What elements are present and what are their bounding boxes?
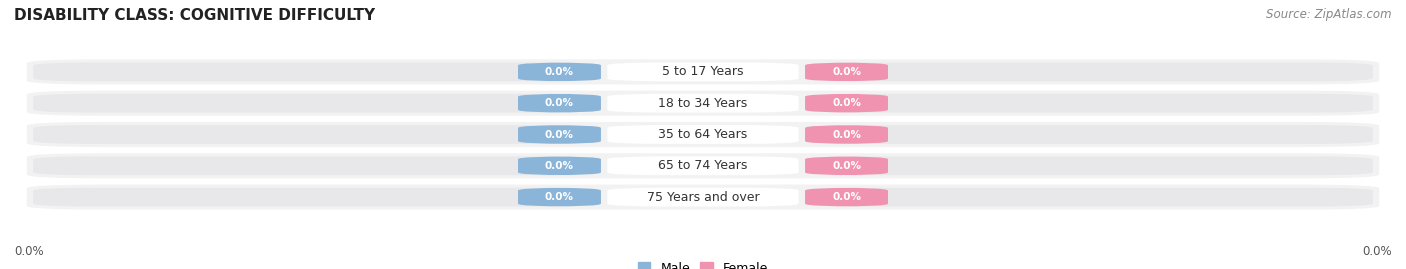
Text: 0.0%: 0.0% <box>832 161 860 171</box>
FancyBboxPatch shape <box>517 156 600 175</box>
Text: 75 Years and over: 75 Years and over <box>647 191 759 204</box>
FancyBboxPatch shape <box>607 62 799 81</box>
FancyBboxPatch shape <box>34 156 600 175</box>
FancyBboxPatch shape <box>607 94 799 113</box>
Text: 0.0%: 0.0% <box>546 192 574 202</box>
FancyBboxPatch shape <box>517 94 600 113</box>
Text: 0.0%: 0.0% <box>546 98 574 108</box>
Text: 18 to 34 Years: 18 to 34 Years <box>658 97 748 110</box>
FancyBboxPatch shape <box>806 156 1372 175</box>
Text: 0.0%: 0.0% <box>832 67 860 77</box>
FancyBboxPatch shape <box>27 185 1379 210</box>
Legend: Male, Female: Male, Female <box>633 257 773 269</box>
FancyBboxPatch shape <box>806 125 1372 144</box>
Text: 0.0%: 0.0% <box>832 192 860 202</box>
FancyBboxPatch shape <box>806 125 889 144</box>
FancyBboxPatch shape <box>806 188 889 207</box>
Text: 0.0%: 0.0% <box>832 98 860 108</box>
Text: 5 to 17 Years: 5 to 17 Years <box>662 65 744 78</box>
Text: 0.0%: 0.0% <box>546 161 574 171</box>
FancyBboxPatch shape <box>806 62 889 81</box>
Text: DISABILITY CLASS: COGNITIVE DIFFICULTY: DISABILITY CLASS: COGNITIVE DIFFICULTY <box>14 8 375 23</box>
Text: 0.0%: 0.0% <box>832 129 860 140</box>
FancyBboxPatch shape <box>34 188 600 207</box>
FancyBboxPatch shape <box>517 125 600 144</box>
FancyBboxPatch shape <box>27 153 1379 178</box>
Text: 0.0%: 0.0% <box>546 129 574 140</box>
FancyBboxPatch shape <box>806 62 1372 81</box>
FancyBboxPatch shape <box>806 188 1372 207</box>
FancyBboxPatch shape <box>806 94 889 113</box>
Text: 0.0%: 0.0% <box>1362 245 1392 258</box>
FancyBboxPatch shape <box>27 122 1379 147</box>
FancyBboxPatch shape <box>607 156 799 175</box>
FancyBboxPatch shape <box>607 125 799 144</box>
FancyBboxPatch shape <box>34 125 600 144</box>
FancyBboxPatch shape <box>517 188 600 207</box>
FancyBboxPatch shape <box>34 94 600 113</box>
FancyBboxPatch shape <box>607 188 799 207</box>
FancyBboxPatch shape <box>517 62 600 81</box>
Text: 0.0%: 0.0% <box>546 67 574 77</box>
FancyBboxPatch shape <box>27 59 1379 84</box>
Text: 35 to 64 Years: 35 to 64 Years <box>658 128 748 141</box>
FancyBboxPatch shape <box>27 91 1379 116</box>
Text: 65 to 74 Years: 65 to 74 Years <box>658 159 748 172</box>
Text: 0.0%: 0.0% <box>14 245 44 258</box>
FancyBboxPatch shape <box>806 156 889 175</box>
FancyBboxPatch shape <box>806 94 1372 113</box>
FancyBboxPatch shape <box>34 62 600 81</box>
Text: Source: ZipAtlas.com: Source: ZipAtlas.com <box>1267 8 1392 21</box>
